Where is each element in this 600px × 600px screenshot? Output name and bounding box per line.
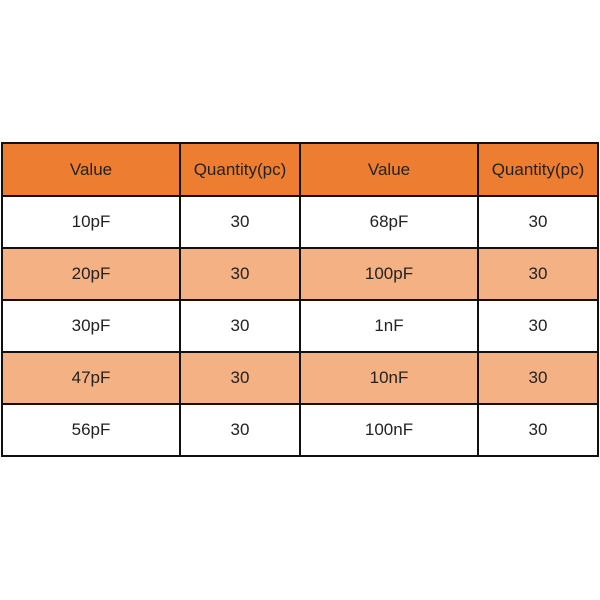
cell-quantity: 30 — [477, 247, 599, 301]
cell-quantity: 30 — [477, 299, 599, 353]
table-row: 30pF 30 1nF 30 — [1, 299, 599, 353]
cell-quantity: 30 — [179, 351, 301, 405]
table-row: 47pF 30 10nF 30 — [1, 351, 599, 405]
header-row: Value Quantity(pc) Value Quantity(pc) — [1, 142, 599, 197]
cell-quantity: 30 — [179, 195, 301, 249]
header-quantity: Quantity(pc) — [179, 142, 301, 197]
cell-quantity: 30 — [477, 195, 599, 249]
header-value: Value — [1, 142, 181, 197]
cell-quantity: 30 — [179, 247, 301, 301]
cell-value: 1nF — [299, 299, 479, 353]
cell-quantity: 30 — [477, 351, 599, 405]
cell-value: 10nF — [299, 351, 479, 405]
cell-value: 56pF — [1, 403, 181, 457]
cell-value: 68pF — [299, 195, 479, 249]
cell-quantity: 30 — [179, 403, 301, 457]
cell-value: 30pF — [1, 299, 181, 353]
cell-quantity: 30 — [477, 403, 599, 457]
header-quantity: Quantity(pc) — [477, 142, 599, 197]
cell-value: 10pF — [1, 195, 181, 249]
table-row: 10pF 30 68pF 30 — [1, 195, 599, 249]
cell-value: 100nF — [299, 403, 479, 457]
cell-quantity: 30 — [179, 299, 301, 353]
table-row: 20pF 30 100pF 30 — [1, 247, 599, 301]
header-value: Value — [299, 142, 479, 197]
cell-value: 20pF — [1, 247, 181, 301]
cell-value: 47pF — [1, 351, 181, 405]
cell-value: 100pF — [299, 247, 479, 301]
table-row: 56pF 30 100nF 30 — [1, 403, 599, 457]
capacitor-value-table: Value Quantity(pc) Value Quantity(pc) 10… — [1, 142, 599, 457]
